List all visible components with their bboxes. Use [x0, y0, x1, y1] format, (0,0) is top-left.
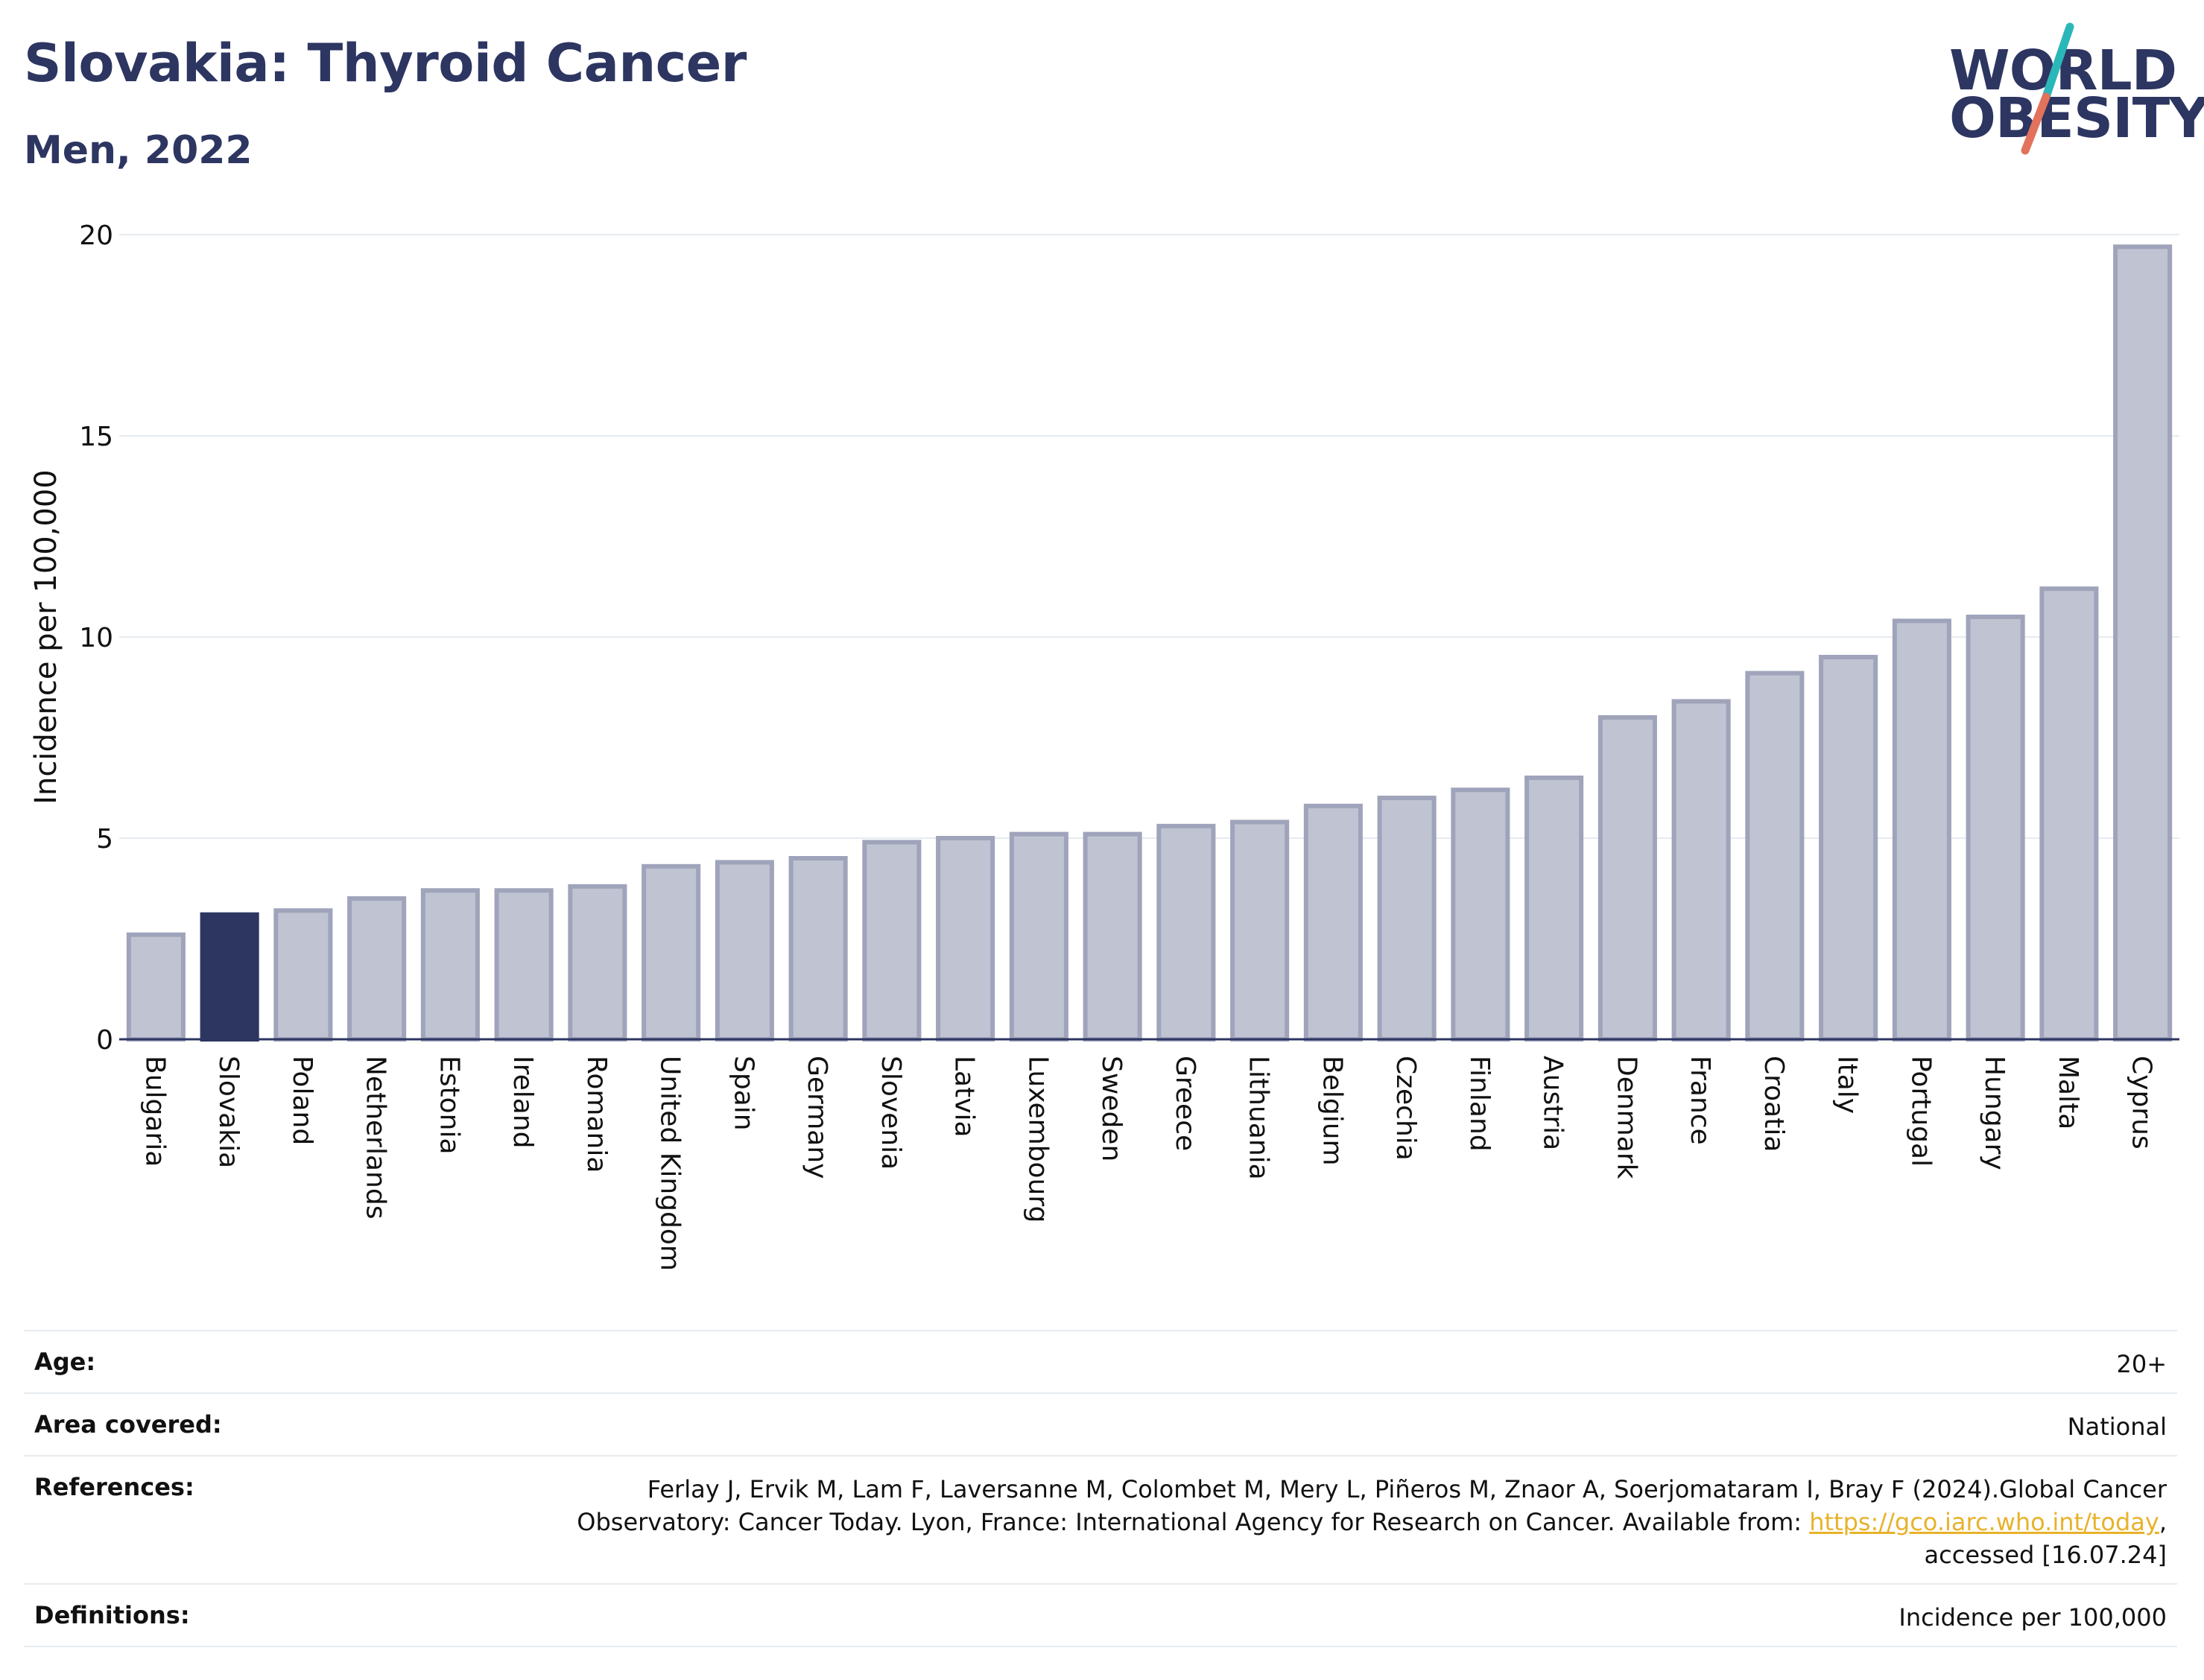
bar-italy: [1819, 655, 1878, 1042]
bars: [126, 244, 2173, 1042]
x-tick-label: Cyprus: [2127, 1056, 2157, 1150]
metadata-table: Age: 20+ Area covered: National Referenc…: [24, 1330, 2177, 1647]
bar-belgium: [1303, 803, 1363, 1042]
y-tick-label: 20: [79, 221, 113, 251]
x-tick-label: Denmark: [1611, 1056, 1641, 1179]
bar-portugal: [1892, 618, 1951, 1042]
bar-lithuania: [1230, 820, 1290, 1042]
age-label: Age:: [34, 1348, 96, 1376]
x-tick-label: Sweden: [1096, 1056, 1127, 1161]
bar-estonia: [420, 888, 480, 1042]
definitions-value: Incidence per 100,000: [1899, 1603, 2167, 1632]
area-value: National: [2067, 1413, 2167, 1441]
bar-malta: [2039, 586, 2099, 1042]
x-tick-label: Finland: [1464, 1056, 1495, 1152]
x-tick-label: Latvia: [949, 1056, 980, 1138]
bar-france: [1671, 699, 1731, 1042]
meta-row-references: References: Ferlay J, Ervik M, Lam F, La…: [24, 1455, 2177, 1583]
bar-finland: [1451, 787, 1510, 1042]
x-tick-label: Greece: [1170, 1056, 1200, 1151]
y-axis-label: Incidence per 100,000: [29, 469, 63, 805]
logo-slash-icon: [2021, 22, 2074, 155]
bar-slovenia: [862, 840, 922, 1042]
bar-cyprus: [2113, 244, 2173, 1042]
x-tick-label: Slovenia: [875, 1056, 906, 1170]
bar-luxembourg: [1009, 831, 1068, 1042]
bar-spain: [715, 860, 774, 1042]
chart-subtitle: Men, 2022: [24, 128, 253, 173]
bar-croatia: [1745, 671, 1805, 1042]
y-axis-ticks: 0 5 10 15 20: [79, 221, 113, 1056]
references-line-2-prefix: Observatory: Cancer Today. Lyon, France:…: [577, 1508, 1810, 1536]
y-tick-label: 0: [96, 1025, 113, 1056]
meta-row-area: Area covered: National: [24, 1392, 2177, 1455]
bar-hungary: [1966, 615, 2025, 1042]
bar-slovakia: [200, 912, 259, 1042]
x-tick-label: Germany: [802, 1056, 832, 1179]
x-axis-ticks: Bulgaria Slovakia Poland Netherlands Estonia…: [139, 1056, 2156, 1271]
bar-netherlands: [347, 896, 407, 1042]
bar-sweden: [1083, 831, 1142, 1042]
x-tick-label: Lithuania: [1244, 1056, 1274, 1180]
meta-row-definitions: Definitions: Incidence per 100,000: [24, 1583, 2177, 1647]
x-tick-label: Austria: [1538, 1056, 1568, 1150]
references-line-1: Ferlay J, Ervik M, Lam F, Laversanne M, …: [647, 1475, 2167, 1503]
x-tick-label: Poland: [287, 1056, 317, 1145]
y-tick-label: 15: [79, 422, 113, 452]
references-link[interactable]: https://gco.iarc.who.int/today: [1809, 1508, 2159, 1536]
bar-czechia: [1377, 796, 1437, 1042]
references-value: Ferlay J, Ervik M, Lam F, Laversanne M, …: [577, 1473, 2167, 1571]
age-value: 20+: [2116, 1350, 2167, 1378]
logo-word-obesity: OBESITY: [1949, 86, 2204, 150]
y-tick-label: 10: [79, 623, 113, 653]
x-tick-label: France: [1685, 1056, 1715, 1145]
x-tick-label: Hungary: [1979, 1056, 2010, 1170]
bar-austria: [1524, 776, 1584, 1042]
x-tick-label: Spain: [728, 1056, 759, 1131]
bar-denmark: [1597, 715, 1657, 1042]
x-tick-label: Estonia: [434, 1056, 464, 1155]
bar-greece: [1156, 823, 1216, 1042]
bar-ireland: [494, 888, 554, 1042]
definitions-label: Definitions:: [34, 1601, 190, 1629]
x-tick-label: Slovakia: [213, 1056, 244, 1168]
bar-romania: [568, 884, 627, 1042]
x-tick-label: Ireland: [507, 1056, 538, 1149]
x-tick-label: Luxembourg: [1022, 1056, 1053, 1223]
x-tick-label: Bulgaria: [139, 1056, 170, 1167]
references-line-3: accessed [16.07.24]: [1924, 1541, 2167, 1569]
meta-row-age: Age: 20+: [24, 1330, 2177, 1392]
world-obesity-logo: WORLD OBESITY: [1937, 22, 2204, 156]
y-tick-label: 5: [96, 824, 113, 855]
area-label: Area covered:: [34, 1410, 222, 1439]
x-tick-label: Malta: [2053, 1056, 2083, 1129]
references-line-2-suffix: ,: [2159, 1508, 2167, 1536]
bar-united-kingdom: [642, 863, 701, 1042]
x-tick-label: Italy: [1832, 1056, 1863, 1114]
chart-title: Slovakia: Thyroid Cancer: [24, 33, 747, 94]
x-tick-label: Belgium: [1317, 1056, 1347, 1166]
bar-germany: [788, 856, 848, 1042]
bar-latvia: [936, 836, 995, 1042]
bar-chart: 0 5 10 15 20 Bulgaria Slovakia Poland Netherlan…: [29, 221, 2179, 1271]
x-tick-label: Portugal: [1905, 1056, 1936, 1167]
x-tick-label: Romania: [581, 1056, 612, 1173]
bar-bulgaria: [126, 932, 186, 1042]
bar-poland: [273, 908, 333, 1042]
x-tick-label: Netherlands: [361, 1056, 391, 1219]
x-tick-label: Croatia: [1758, 1056, 1789, 1152]
x-tick-label: United Kingdom: [655, 1056, 685, 1271]
references-label: References:: [34, 1473, 194, 1501]
x-tick-label: Czechia: [1390, 1056, 1421, 1161]
